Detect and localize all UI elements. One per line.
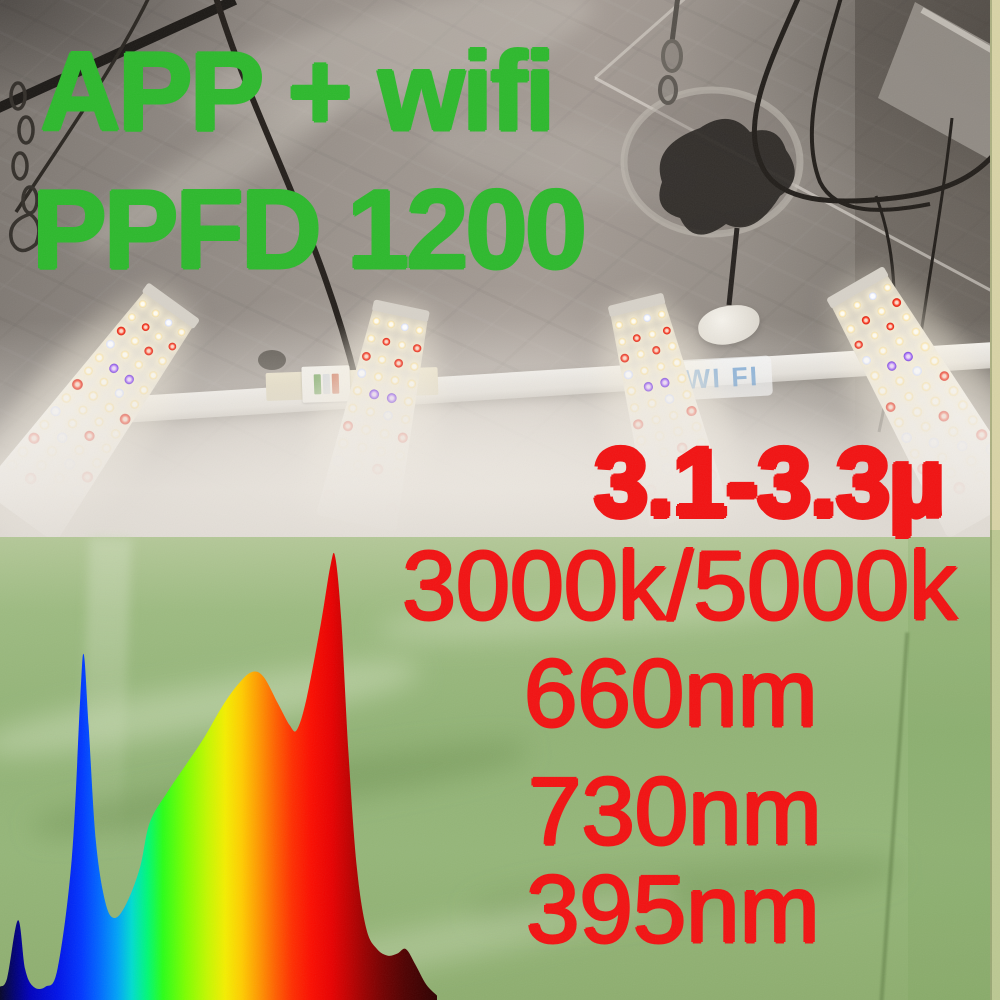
spectrum-chart [0,552,437,1000]
spec-far-red-nm: 730nm [528,758,822,865]
spectrum-area [0,552,437,1000]
fabric-seam [878,632,910,1000]
spec-efficacy: 3.1-3.3µ [594,428,945,537]
spec-uv-nm: 395nm [526,856,820,963]
duct [878,2,1000,166]
headline-app-wifi: APP + wifi [40,29,556,154]
vent-cord [726,227,740,306]
spec-cct: 3000k/5000k [402,531,958,640]
image-edge-strip [990,0,1000,1000]
ratchet-hanger [658,0,683,105]
headline-ppfd: PPFD 1200 [32,167,587,292]
spec-red-nm: 660nm [524,640,818,747]
